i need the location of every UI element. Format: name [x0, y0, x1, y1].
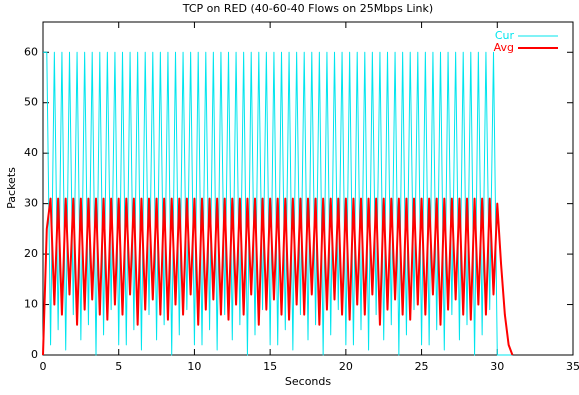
x-tick-label: 35	[566, 360, 579, 373]
y-axis-label: Packets	[5, 167, 18, 209]
series-line	[43, 51, 513, 356]
chart-title: TCP on RED (40-60-40 Flows on 25Mbps Lin…	[182, 2, 433, 15]
x-tick-label: 15	[263, 360, 277, 373]
plot-frame	[42, 21, 574, 356]
x-tick-label: 30	[490, 360, 504, 373]
y-tick-label: 10	[24, 298, 38, 311]
y-tick-label: 40	[24, 146, 38, 159]
legend-label: Avg	[494, 41, 514, 54]
x-tick-label: 20	[339, 360, 353, 373]
x-tick-label: 0	[40, 360, 47, 373]
y-tick-label: 50	[24, 96, 38, 109]
x-axis-label: Seconds	[285, 375, 331, 388]
y-tick-label: 60	[24, 45, 38, 58]
series-line	[42, 197, 514, 356]
x-tick-label: 5	[115, 360, 122, 373]
x-tick-label: 10	[187, 360, 201, 373]
y-tick-label: 20	[24, 247, 38, 260]
y-tick-label: 30	[24, 197, 38, 210]
legend-label: Cur	[495, 29, 515, 42]
x-tick-label: 25	[415, 360, 429, 373]
y-tick-label: 0	[31, 348, 38, 361]
